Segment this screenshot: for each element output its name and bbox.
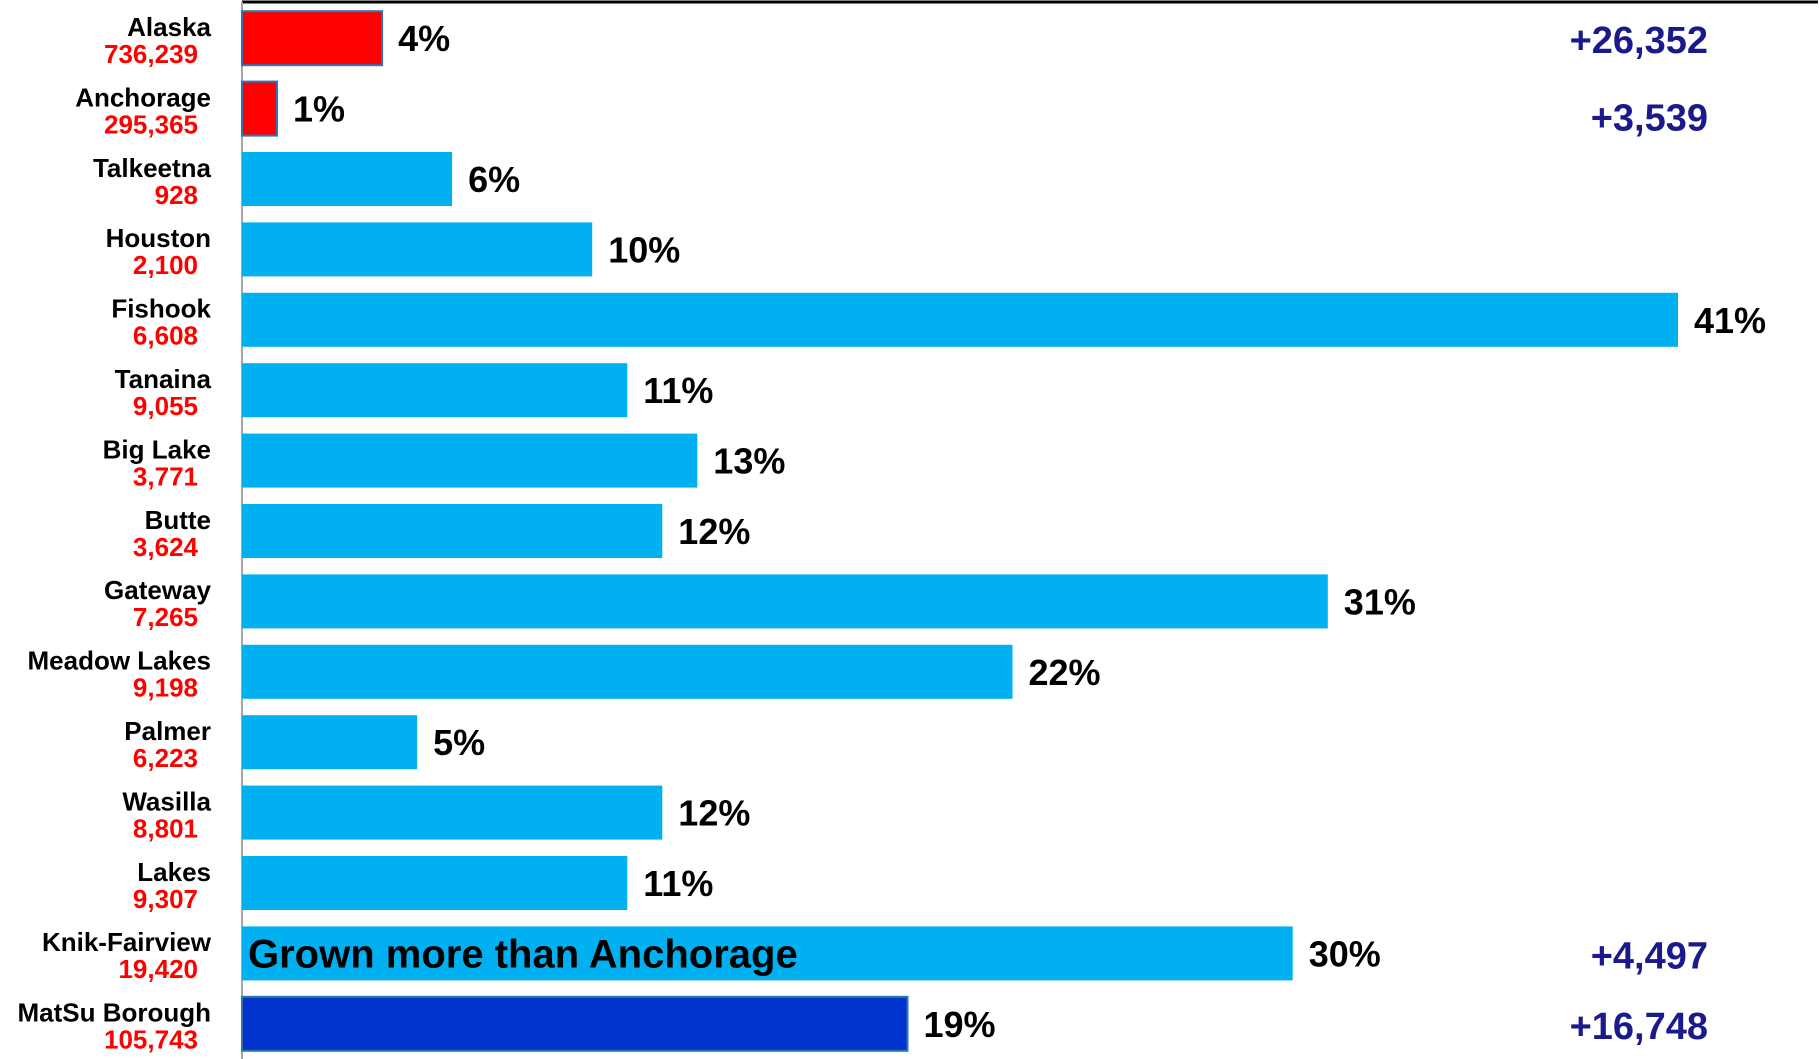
bar-wasilla [242, 785, 663, 840]
bar-fishook [242, 292, 1678, 347]
bar-alaska [241, 10, 384, 67]
bar-lakes [242, 856, 628, 910]
bar-big-lake [242, 433, 698, 488]
population-label: 9,055 [133, 391, 198, 421]
value-label: 4% [398, 18, 450, 59]
value-label: 10% [608, 229, 680, 270]
bar-gateway [242, 574, 1328, 629]
value-label: 1% [293, 89, 345, 130]
category-label: Alaska [127, 12, 211, 42]
category-label: Big Lake [103, 434, 211, 464]
bar-matsu-borough [241, 995, 909, 1052]
population-label: 105,743 [104, 1025, 198, 1055]
category-label: Houston [106, 223, 211, 253]
population-label: 928 [155, 180, 198, 210]
category-label: Anchorage [75, 82, 211, 112]
value-label: 6% [468, 159, 520, 200]
bar-butte [242, 504, 663, 558]
value-label: 11% [643, 370, 713, 411]
population-label: 19,420 [118, 954, 198, 984]
increase-label: +4,497 [1591, 935, 1708, 977]
bar-knik-fairview [242, 926, 1293, 981]
bar-tanaina [242, 363, 628, 418]
category-label: Gateway [104, 575, 211, 605]
value-label: 30% [1309, 933, 1381, 974]
bar-meadow-lakes [242, 644, 1013, 699]
value-label: 11% [643, 863, 713, 904]
bar-houston [242, 222, 593, 277]
category-label: Lakes [137, 857, 211, 887]
population-label: 3,624 [133, 532, 199, 562]
value-label: 31% [1344, 581, 1416, 622]
category-label: MatSu Borough [17, 998, 211, 1028]
population-label: 9,307 [133, 884, 198, 914]
category-label: Meadow Lakes [27, 646, 211, 676]
category-label: Tanaina [115, 364, 212, 394]
value-label: 41% [1694, 300, 1766, 341]
bar-palmer [242, 715, 418, 770]
value-label: 13% [713, 441, 785, 482]
population-label: 6,223 [133, 743, 198, 773]
value-label: 5% [433, 722, 485, 763]
value-label: 19% [924, 1004, 996, 1045]
value-label: 22% [1029, 652, 1101, 693]
population-label: 2,100 [133, 250, 198, 280]
population-label: 7,265 [133, 602, 198, 632]
population-label: 9,198 [133, 673, 198, 703]
bar-anchorage [241, 80, 278, 137]
category-label: Fishook [111, 294, 211, 324]
value-label: 12% [678, 793, 750, 834]
population-label: 295,365 [104, 109, 198, 139]
increase-label: +26,352 [1570, 20, 1708, 62]
category-label: Talkeetna [93, 153, 212, 183]
category-label: Palmer [124, 716, 211, 746]
population-label: 736,239 [104, 39, 198, 69]
annotation-text: Grown more than Anchorage [248, 932, 798, 976]
bar-talkeetna [242, 152, 453, 206]
population-label: 3,771 [133, 461, 198, 491]
increase-label: +3,539 [1591, 98, 1708, 140]
population-label: 8,801 [133, 813, 198, 843]
category-label: Wasilla [122, 786, 211, 816]
category-label: Butte [145, 505, 211, 535]
category-label: Knik-Fairview [42, 927, 212, 957]
value-label: 12% [678, 511, 750, 552]
increase-label: +16,748 [1570, 1006, 1708, 1048]
population-label: 6,608 [133, 321, 198, 351]
